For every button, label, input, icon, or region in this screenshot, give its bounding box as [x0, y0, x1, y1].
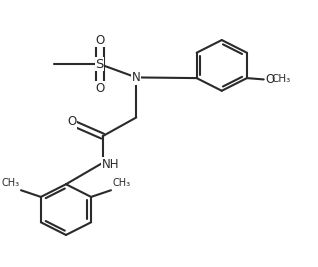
- Text: CH₃: CH₃: [113, 178, 131, 187]
- Text: O: O: [67, 115, 77, 128]
- Text: S: S: [95, 58, 104, 70]
- Text: NH: NH: [101, 158, 119, 171]
- Text: O: O: [265, 73, 274, 86]
- Text: O: O: [95, 82, 104, 95]
- Text: CH₃: CH₃: [1, 178, 19, 187]
- Text: N: N: [132, 71, 141, 84]
- Text: O: O: [95, 34, 104, 46]
- Text: CH₃: CH₃: [271, 74, 291, 84]
